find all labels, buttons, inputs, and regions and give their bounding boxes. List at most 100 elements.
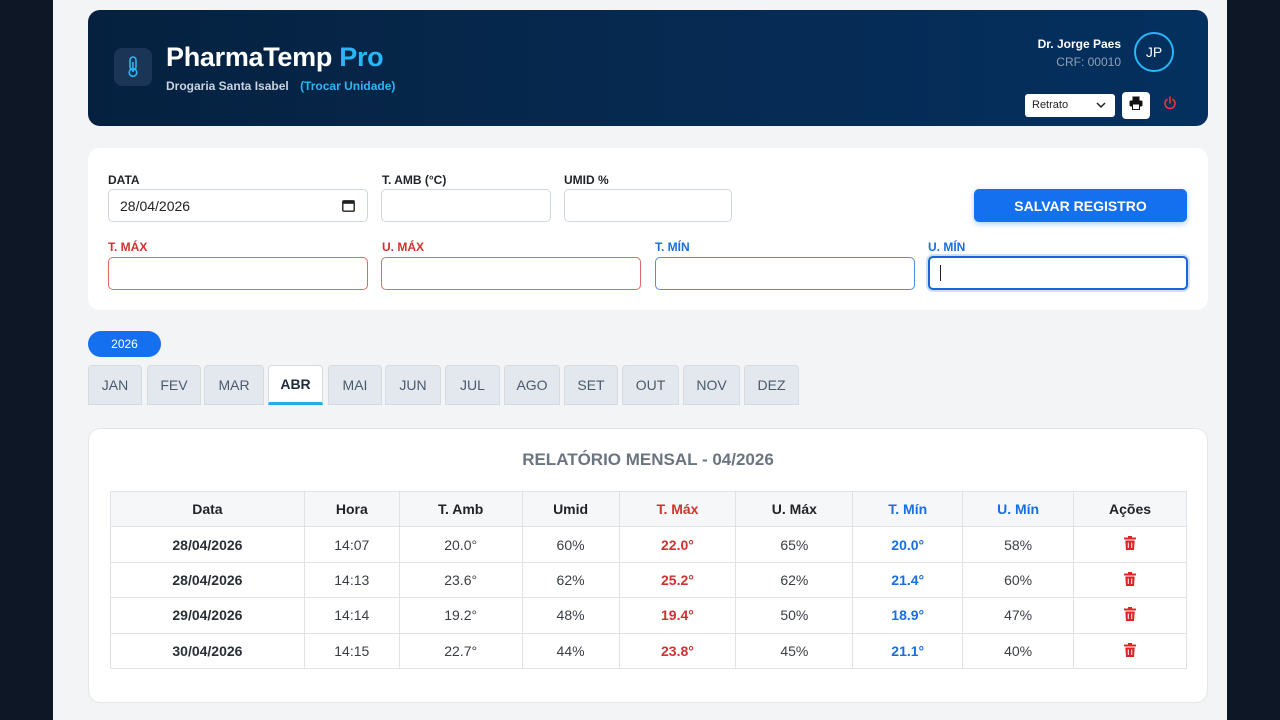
column-header: Umid <box>521 490 620 528</box>
actions-cell <box>1073 632 1187 669</box>
trash-icon[interactable] <box>1124 536 1137 553</box>
table-cell: 40% <box>962 632 1075 669</box>
table-cell: 23.6° <box>398 561 523 599</box>
t-min-label: T. MÍN <box>655 240 690 254</box>
table-cell: 60% <box>521 526 620 563</box>
tab-ago[interactable]: AGO <box>504 365 560 405</box>
actions-cell <box>1073 561 1187 599</box>
table-cell: 45% <box>735 632 854 669</box>
table-cell: 14:14 <box>303 597 400 634</box>
table-cell: 50% <box>735 597 854 634</box>
table-cell: 20.0° <box>398 526 523 563</box>
brand-title: PharmaTemp Pro <box>166 42 384 73</box>
u-max-label: U. MÁX <box>382 240 424 254</box>
store-name: Drogaria Santa Isabel <box>166 79 289 93</box>
monthly-report: RELATÓRIO MENSAL - 04/2026 Data Hora T. Am… <box>88 428 1208 703</box>
t-min-field[interactable] <box>655 257 915 290</box>
avatar[interactable]: JP <box>1134 32 1174 72</box>
orientation-select[interactable]: Retrato <box>1025 94 1115 117</box>
umid-label: UMID % <box>564 173 609 187</box>
date-input[interactable]: 28/04/2026 <box>108 189 368 222</box>
save-button[interactable]: SALVAR REGISTRO <box>974 189 1187 222</box>
u-min-label: U. MÍN <box>928 240 966 254</box>
column-header: U. Mín <box>962 490 1075 528</box>
tab-dez[interactable]: DEZ <box>744 365 799 405</box>
table-cell: 28/04/2026 <box>110 526 305 563</box>
thermometer-icon <box>114 48 152 86</box>
tab-jun[interactable]: JUN <box>385 365 441 405</box>
chevron-down-icon <box>1096 100 1106 112</box>
print-button[interactable] <box>1122 92 1150 119</box>
tab-abr[interactable]: ABR <box>268 365 323 405</box>
table-row: 28/04/2026 14:07 20.0° 60% 22.0° 65% 20.0° 58% <box>110 526 1187 563</box>
report-title: RELATÓRIO MENSAL - 04/2026 <box>522 450 774 469</box>
tab-out[interactable]: OUT <box>622 365 679 405</box>
table-cell: 60% <box>962 561 1075 599</box>
u-min-field[interactable] <box>928 256 1188 290</box>
store-line: Drogaria Santa Isabel (Trocar Unidade) <box>166 79 395 93</box>
table-cell: 25.2° <box>618 561 737 599</box>
change-unit-link[interactable]: (Trocar Unidade) <box>300 79 396 93</box>
table-cell: 21.1° <box>852 632 964 669</box>
table-header-row: Data Hora T. Amb Umid T. Máx U. Máx T. Mín U. M… <box>110 490 1187 528</box>
u-max-field[interactable] <box>381 257 641 290</box>
table-cell: 20.0° <box>852 526 964 563</box>
column-header: Ações <box>1073 490 1187 528</box>
calendar-icon[interactable] <box>342 199 355 215</box>
tab-set[interactable]: SET <box>564 365 618 405</box>
t-amb-label: T. AMB (°C) <box>382 173 447 187</box>
report-table: Data Hora T. Amb Umid T. Máx U. Máx T. Mín U. M… <box>110 490 1187 669</box>
t-amb-field[interactable] <box>381 189 551 222</box>
table-cell: 19.4° <box>618 597 737 634</box>
table-cell: 62% <box>735 561 854 599</box>
tab-jan[interactable]: JAN <box>88 365 142 405</box>
table-cell: 29/04/2026 <box>110 597 305 634</box>
power-icon <box>1163 96 1177 115</box>
table-row: 28/04/2026 14:13 23.6° 62% 25.2° 62% 21.4° 60% <box>110 561 1187 599</box>
table-body: 28/04/2026 14:07 20.0° 60% 22.0° 65% 20.0° 58% 2… <box>110 526 1187 669</box>
tab-nov[interactable]: NOV <box>683 365 740 405</box>
printer-icon <box>1129 96 1143 115</box>
table-cell: 14:13 <box>303 561 400 599</box>
t-max-label: T. MÁX <box>108 240 148 254</box>
tab-mai[interactable]: MAI <box>328 365 382 405</box>
actions-cell <box>1073 597 1187 634</box>
umid-field[interactable] <box>564 189 732 222</box>
table-cell: 23.8° <box>618 632 737 669</box>
column-header: Hora <box>303 490 400 528</box>
trash-icon[interactable] <box>1124 571 1137 589</box>
table-cell: 22.7° <box>398 632 523 669</box>
orientation-value: Retrato <box>1032 99 1069 111</box>
column-header: T. Mín <box>852 490 964 528</box>
trash-icon[interactable] <box>1124 607 1137 624</box>
table-cell: 21.4° <box>852 561 964 599</box>
table-cell: 47% <box>962 597 1075 634</box>
column-header: Data <box>110 490 305 528</box>
table-row: 29/04/2026 14:14 19.2° 48% 19.4° 50% 18.9° 47% <box>110 597 1187 634</box>
column-header: U. Máx <box>735 490 854 528</box>
column-header: T. Máx <box>618 490 737 528</box>
tab-jul[interactable]: JUL <box>445 365 500 405</box>
table-cell: 28/04/2026 <box>110 561 305 599</box>
table-cell: 18.9° <box>852 597 964 634</box>
table-row: 30/04/2026 14:15 22.7° 44% 23.8° 45% 21.1° 40% <box>110 632 1187 669</box>
tab-fev[interactable]: FEV <box>147 365 201 405</box>
column-header: T. Amb <box>398 490 523 528</box>
table-cell: 62% <box>521 561 620 599</box>
year-pill[interactable]: 2026 <box>88 331 161 357</box>
t-max-field[interactable] <box>108 257 368 290</box>
table-cell: 14:07 <box>303 526 400 563</box>
date-value: 28/04/2026 <box>120 198 191 214</box>
table-cell: 44% <box>521 632 620 669</box>
logout-button[interactable] <box>1160 92 1180 119</box>
table-cell: 30/04/2026 <box>110 632 305 669</box>
table-cell: 19.2° <box>398 597 523 634</box>
user-name: Dr. Jorge Paes <box>1037 37 1121 51</box>
trash-icon[interactable] <box>1124 642 1137 660</box>
tab-mar[interactable]: MAR <box>204 365 264 405</box>
data-label: DATA <box>108 173 140 187</box>
text-caret <box>940 265 941 281</box>
record-form: DATA 28/04/2026 T. AMB (°C) UMID % SALVA… <box>88 148 1208 310</box>
user-crf: CRF: 00010 <box>1056 55 1121 69</box>
table-cell: 65% <box>735 526 854 563</box>
